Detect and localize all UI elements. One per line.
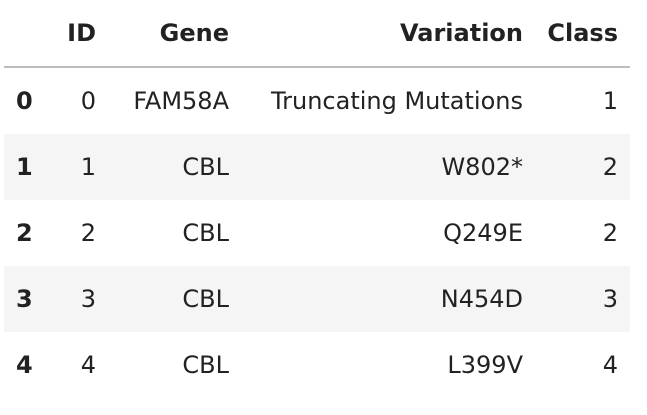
row-index: 4: [16, 351, 33, 379]
cell-id: 0: [80, 87, 96, 115]
header-class: Class: [535, 0, 630, 68]
cell-gene: CBL: [182, 351, 229, 379]
cell-variation: N454D: [440, 285, 523, 313]
cell-class: 3: [602, 285, 618, 313]
header-row: ID Gene Variation Class: [4, 0, 630, 68]
row-index: 0: [16, 87, 33, 115]
cell-class: 2: [602, 219, 618, 247]
row-index: 1: [16, 153, 33, 181]
header-gene: Gene: [108, 0, 241, 68]
row-index: 2: [16, 219, 33, 247]
cell-class: 1: [602, 87, 618, 115]
cell-variation: Q249E: [443, 219, 523, 247]
cell-variation: W802*: [441, 153, 523, 181]
header-id: ID: [50, 0, 108, 68]
table-row: 4 4 CBL L399V 4: [4, 332, 630, 398]
cell-id: 2: [80, 219, 96, 247]
table-row: 0 0 FAM58A Truncating Mutations 1: [4, 67, 630, 134]
cell-class: 4: [602, 351, 618, 379]
header-variation: Variation: [241, 0, 535, 68]
cell-gene: CBL: [182, 153, 229, 181]
cell-class: 2: [602, 153, 618, 181]
dataframe-output: ID Gene Variation Class 0 0 FAM58A Trunc…: [4, 0, 630, 398]
cell-gene: CBL: [182, 219, 229, 247]
table-row: 2 2 CBL Q249E 2: [4, 200, 630, 266]
cell-gene: CBL: [182, 285, 229, 313]
cell-id: 4: [80, 351, 96, 379]
cell-variation: L399V: [447, 351, 523, 379]
cell-gene: FAM58A: [133, 87, 229, 115]
header-index: [4, 0, 50, 68]
cell-id: 3: [80, 285, 96, 313]
dataframe-table: ID Gene Variation Class 0 0 FAM58A Trunc…: [4, 0, 630, 398]
table-row: 3 3 CBL N454D 3: [4, 266, 630, 332]
row-index: 3: [16, 285, 33, 313]
table-row: 1 1 CBL W802* 2: [4, 134, 630, 200]
cell-id: 1: [80, 153, 96, 181]
cell-variation: Truncating Mutations: [271, 87, 523, 115]
